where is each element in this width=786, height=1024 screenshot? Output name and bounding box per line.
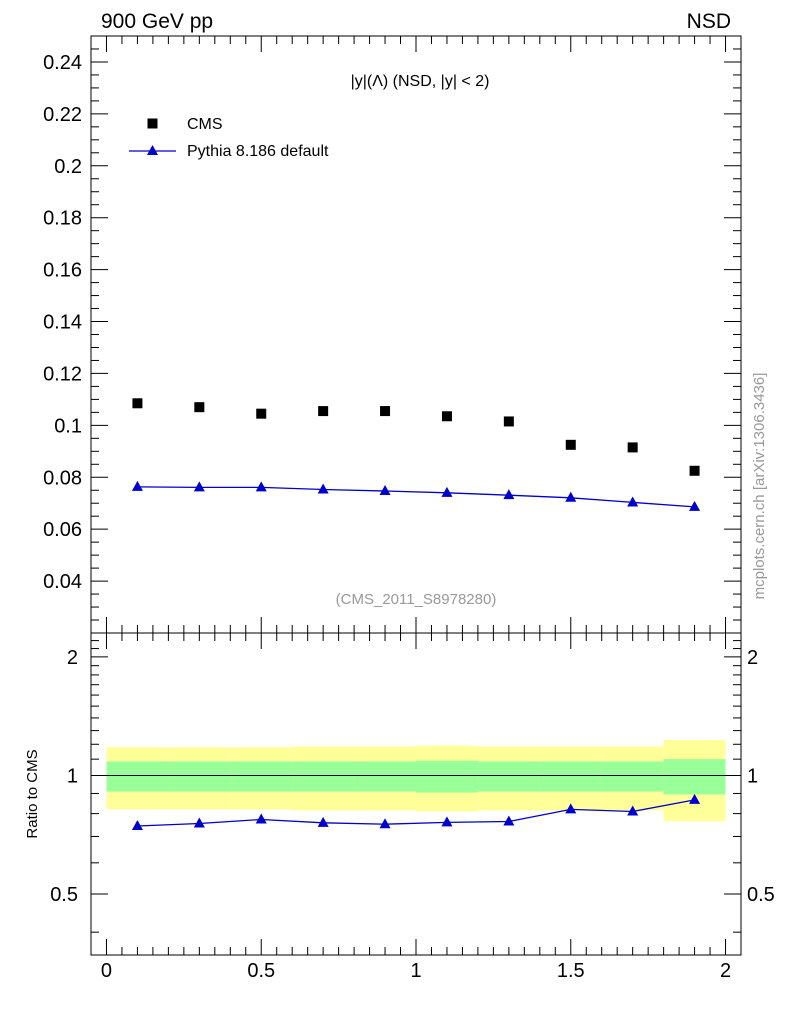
cms-point [627, 442, 638, 453]
x-tick-label: 1.5 [557, 960, 585, 982]
ratio-y-tick-label-right: 1 [747, 765, 758, 787]
band-inner-bin [539, 761, 602, 792]
ratio-y-tick-label-left: 1 [67, 765, 78, 787]
cms-point [380, 406, 391, 417]
legend-cms-marker [147, 118, 158, 129]
main-y-tick-label: 0.1 [54, 415, 82, 437]
main-y-tick-label: 0.04 [43, 571, 82, 593]
plot-title: |y|(Λ) (NSD, |y| < 2) [351, 73, 490, 90]
main-y-tick-label: 0.06 [43, 519, 82, 541]
main-y-ticks [91, 36, 741, 633]
band-inner-bin [106, 761, 169, 792]
cms-point [565, 439, 576, 450]
main-y-tick-label: 0.16 [43, 260, 82, 282]
ratio-pythia-point [627, 805, 639, 816]
band-inner-bin [663, 759, 726, 795]
cms-point [256, 408, 267, 419]
pythia-point [627, 496, 639, 507]
main-y-tick-labels: 0.04 0.06 0.08 0.1 0.12 0.14 0.16 0.18 0.2 0.22 0.… [43, 52, 82, 593]
ratio-pythia-markers [131, 793, 701, 831]
pythia-point [503, 489, 515, 500]
pythia-point [689, 500, 701, 511]
ratio-y-tick-labels: 0.5 0.5 1 1 2 2 [50, 647, 775, 906]
ratio-y-tick-label-right: 0.5 [747, 884, 775, 906]
pythia-point [193, 481, 205, 492]
band-inner-bin [354, 761, 416, 792]
ratio-pythia-point [503, 815, 515, 826]
pythia-point [131, 480, 143, 491]
main-y-tick-label: 0.14 [43, 312, 82, 334]
main-y-tick-label: 0.2 [54, 156, 82, 178]
main-y-tick-label: 0.24 [43, 52, 82, 74]
ratio-frame [90, 632, 742, 956]
main-y-tick-label: 0.18 [43, 208, 82, 230]
pythia-line [137, 486, 695, 508]
legend-cms-label: CMS [187, 116, 223, 133]
main-panel [91, 36, 741, 633]
analysis-label: (CMS_2011_S8978280) [336, 591, 497, 608]
ratio-y-ticks [91, 640, 741, 933]
band-inner-bin [292, 761, 355, 792]
main-x-ticks [105, 36, 727, 633]
cms-point [503, 416, 514, 427]
ratio-pythia-line [137, 799, 695, 827]
band-inner-bin [601, 761, 664, 792]
ratio-pythia-point [379, 818, 391, 829]
main-y-tick-label: 0.08 [43, 467, 82, 489]
band-inner-bin [230, 761, 293, 792]
legend-pythia-label: Pythia 8.186 default [187, 143, 329, 160]
ratio-y-tick-label-right: 2 [747, 647, 758, 669]
band-inner-bin [416, 760, 478, 793]
main-y-tick-label: 0.12 [43, 363, 82, 385]
band-inner [106, 759, 726, 795]
pythia-point [317, 483, 329, 494]
cms-point [689, 465, 700, 476]
ratio-x-ticks [105, 633, 727, 955]
pythia-point [379, 485, 391, 496]
header-right: NSD [687, 10, 731, 33]
ratio-y-tick-label-left: 2 [67, 647, 78, 669]
main-y-tick-label: 0.22 [43, 104, 82, 126]
ratio-pythia-point [193, 817, 205, 828]
band-inner-bin [168, 761, 231, 792]
ratio-y-tick-label-left: 0.5 [50, 884, 78, 906]
legend: CMS Pythia 8.186 default [129, 116, 329, 160]
ratio-pythia-point [689, 793, 701, 804]
pythia-point [441, 486, 453, 497]
cms-point [132, 398, 143, 409]
pythia-markers [131, 480, 701, 511]
ratio-panel [91, 633, 741, 955]
pythia-point [565, 491, 577, 502]
cms-point [441, 411, 452, 422]
x-tick-label: 1 [410, 960, 421, 982]
cms-point [318, 406, 329, 417]
ratio-pythia-point [441, 816, 453, 827]
ratio-pythia-point [565, 803, 577, 814]
watermark: mcplots.cern.ch [arXiv:1306.3436] [751, 373, 768, 600]
ratio-y-axis-label: Ratio to CMS [24, 749, 41, 838]
x-tick-label: 2 [720, 960, 731, 982]
cms-point [194, 402, 205, 413]
pythia-point [255, 481, 267, 492]
x-tick-labels: 0 0.5 1 1.5 2 [101, 960, 731, 982]
x-tick-label: 0.5 [247, 960, 275, 982]
cms-markers [132, 398, 700, 476]
legend-pythia-marker [147, 145, 158, 155]
ratio-pythia-point [317, 816, 329, 827]
x-tick-label: 0 [101, 960, 112, 982]
band-inner-bin [477, 761, 540, 792]
header-left: 900 GeV pp [101, 10, 213, 33]
ratio-pythia-point [131, 820, 143, 831]
ratio-pythia-point [255, 813, 267, 824]
